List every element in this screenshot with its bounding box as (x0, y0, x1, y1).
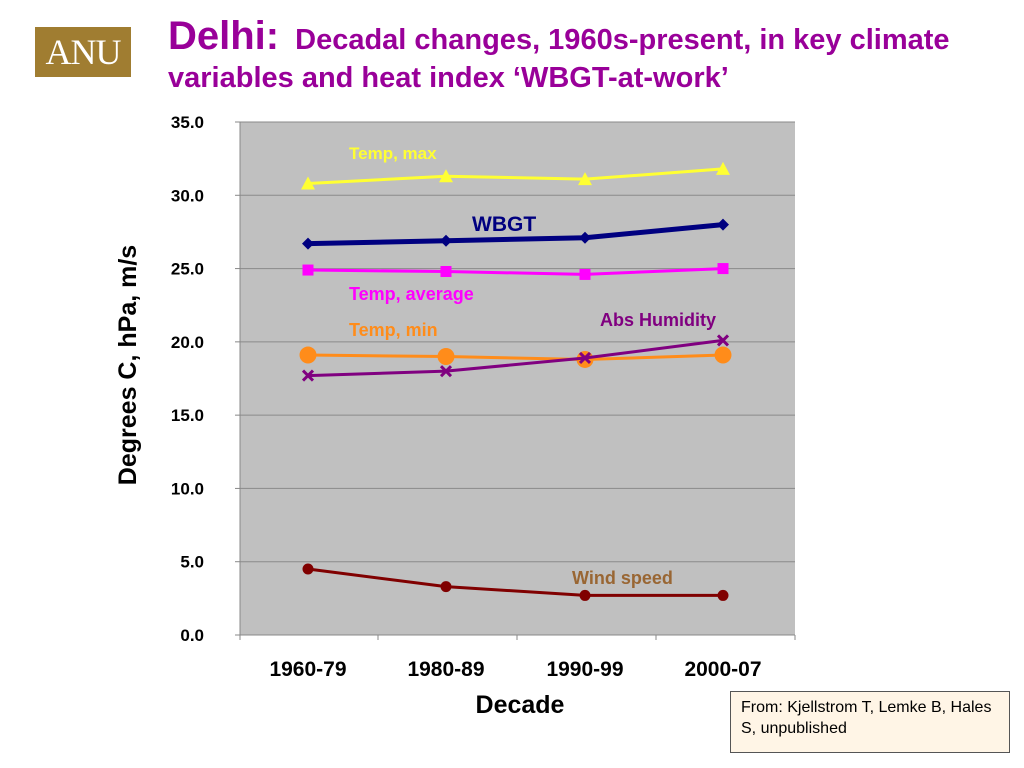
title-city: Delhi: (168, 14, 280, 58)
series-wbgt (302, 218, 729, 250)
data-point (579, 589, 591, 601)
x-tick-label: 2000-07 (684, 658, 761, 681)
y-tick-label: 15.0 (171, 406, 204, 425)
data-point (440, 581, 452, 593)
series-annotation: WBGT (472, 213, 536, 236)
data-point (440, 266, 452, 278)
series-temp-max (301, 161, 730, 190)
series-line (307, 167, 724, 186)
series-annotation: Temp, average (349, 284, 474, 304)
y-tick-label: 10.0 (171, 479, 204, 498)
x-tick-label: 1990-99 (546, 658, 623, 681)
data-point (437, 348, 455, 366)
data-point (302, 237, 314, 250)
source-note: From: Kjellstrom T, Lemke B, Hales S, un… (730, 691, 1010, 753)
anu-logo: ANU (35, 27, 131, 77)
data-point (579, 231, 591, 244)
title-subtitle: Decadal changes, 1960s-present, in key c… (168, 24, 950, 94)
y-axis-title: Degrees C, hPa, m/s (114, 245, 142, 485)
data-point (440, 234, 452, 247)
slide-title: Delhi: Decadal changes, 1960s-present, in… (168, 12, 1008, 96)
series-annotation: Temp, min (349, 320, 438, 340)
series-line (307, 567, 723, 597)
data-point (717, 263, 729, 275)
data-point (302, 264, 314, 276)
y-tick-label: 5.0 (180, 553, 204, 572)
series-temp-average (302, 263, 729, 280)
data-point (439, 365, 453, 378)
series-line (307, 222, 724, 247)
series-abs-humidity (301, 334, 730, 382)
y-tick-label: 35.0 (171, 113, 204, 132)
data-point (716, 334, 730, 347)
x-tick-label: 1980-89 (407, 658, 484, 681)
series-annotation: Wind speed (572, 568, 673, 588)
x-tick-label: 1960-79 (269, 658, 346, 681)
plot-area (240, 122, 795, 635)
data-point (717, 218, 729, 231)
y-tick-label: 0.0 (180, 626, 204, 645)
data-point (302, 563, 314, 575)
data-point (578, 172, 592, 186)
data-point (578, 351, 592, 365)
data-point (579, 268, 591, 280)
data-point (717, 589, 729, 601)
data-point (716, 161, 730, 175)
series-annotation: Temp, max (349, 144, 437, 163)
series-line (307, 267, 724, 276)
y-tick-label: 25.0 (171, 260, 204, 279)
x-axis-title: Decade (476, 691, 565, 719)
series-line (307, 338, 724, 378)
series-line (307, 353, 724, 361)
data-point (439, 169, 453, 183)
data-point (299, 346, 317, 364)
series-annotation: Abs Humidity (600, 310, 716, 330)
data-point (301, 176, 315, 190)
data-point (301, 369, 315, 382)
series-wind-speed (302, 563, 729, 601)
data-point (714, 346, 732, 364)
y-tick-label: 30.0 (171, 186, 204, 205)
y-tick-label: 20.0 (171, 333, 204, 352)
